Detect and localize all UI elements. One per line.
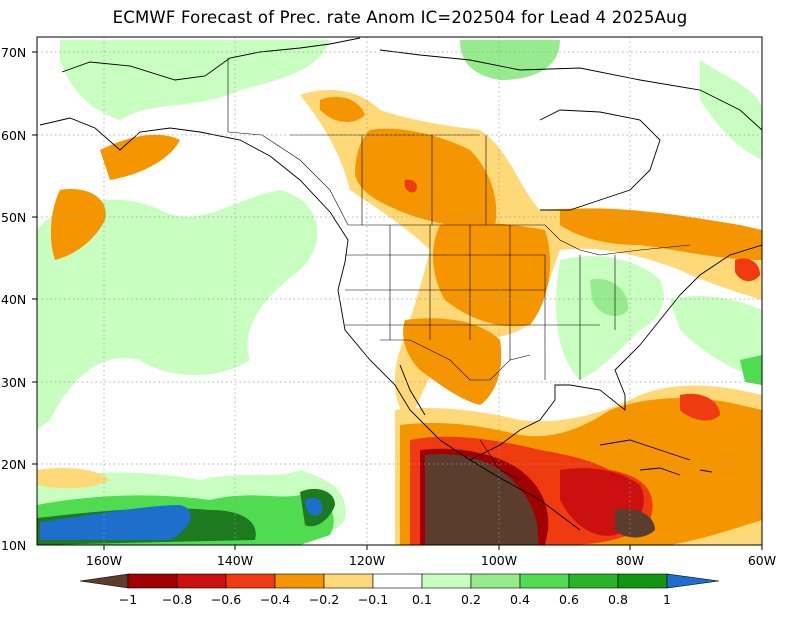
- lon-label: 80W: [616, 553, 644, 568]
- colorbar-swatch: [421, 573, 472, 589]
- colorbar-label: 0.6: [559, 592, 579, 607]
- wet-anomaly-regions: [37, 40, 762, 545]
- colorbar-label: −1: [119, 592, 137, 607]
- lat-label: 50N: [1, 210, 26, 225]
- map-frame: [36, 36, 763, 546]
- colorbar-label: 0.4: [510, 592, 530, 607]
- colorbar-swatch: [372, 573, 423, 589]
- colorbar-swatch: [274, 573, 325, 589]
- colorbar-swatch: [176, 573, 227, 589]
- lat-label: 30N: [1, 375, 26, 390]
- lon-label: 60W: [748, 553, 776, 568]
- colorbar-label: 1: [663, 592, 671, 607]
- colorbar-arrow-left: [79, 573, 129, 589]
- lat-label: 70N: [1, 45, 26, 60]
- colorbar-swatch: [617, 573, 668, 589]
- colorbar-legend: −1 −0.8 −0.6 −0.4 −0.2 −0.1 0.1 0.2 0.4 0.6 0.8 1: [79, 573, 720, 607]
- colorbar-swatch: [568, 573, 619, 589]
- colorbar-label: 0.1: [412, 592, 432, 607]
- colorbar-label: −0.2: [309, 592, 339, 607]
- lat-label: 60N: [1, 128, 26, 143]
- colorbar-label: 0.2: [461, 592, 481, 607]
- colorbar-swatch: [323, 573, 374, 589]
- colorbar-label: −0.8: [162, 592, 192, 607]
- colorbar-swatch: [519, 573, 570, 589]
- colorbar-swatch: [470, 573, 521, 589]
- colorbar-label: −0.1: [358, 592, 388, 607]
- lat-label: 10N: [1, 538, 26, 553]
- political-boundaries: [227, 58, 691, 481]
- map-panel: [37, 37, 762, 545]
- colorbar-swatch: [225, 573, 276, 589]
- lon-label: 160W: [86, 553, 122, 568]
- axis-ticks: [32, 51, 763, 550]
- lat-label: 20N: [1, 457, 26, 472]
- latitude-labels: 70N 60N 50N 40N 30N 20N 10N: [1, 45, 26, 553]
- lon-label: 120W: [349, 553, 385, 568]
- lon-label: 100W: [481, 553, 517, 568]
- colorbar-label: −0.6: [211, 592, 241, 607]
- colorbar-label: 0.8: [608, 592, 628, 607]
- colorbar-arrow-right: [666, 573, 720, 589]
- lat-label: 40N: [1, 292, 26, 307]
- graticule: [37, 37, 762, 545]
- colorbar-label: −0.4: [260, 592, 290, 607]
- coastlines: [39, 37, 762, 531]
- lon-label: 140W: [217, 553, 253, 568]
- map-title: ECMWF Forecast of Prec. rate Anom IC=202…: [112, 8, 688, 27]
- longitude-labels: 160W 140W 120W 100W 80W 60W: [86, 553, 776, 568]
- colorbar-swatch: [127, 573, 178, 589]
